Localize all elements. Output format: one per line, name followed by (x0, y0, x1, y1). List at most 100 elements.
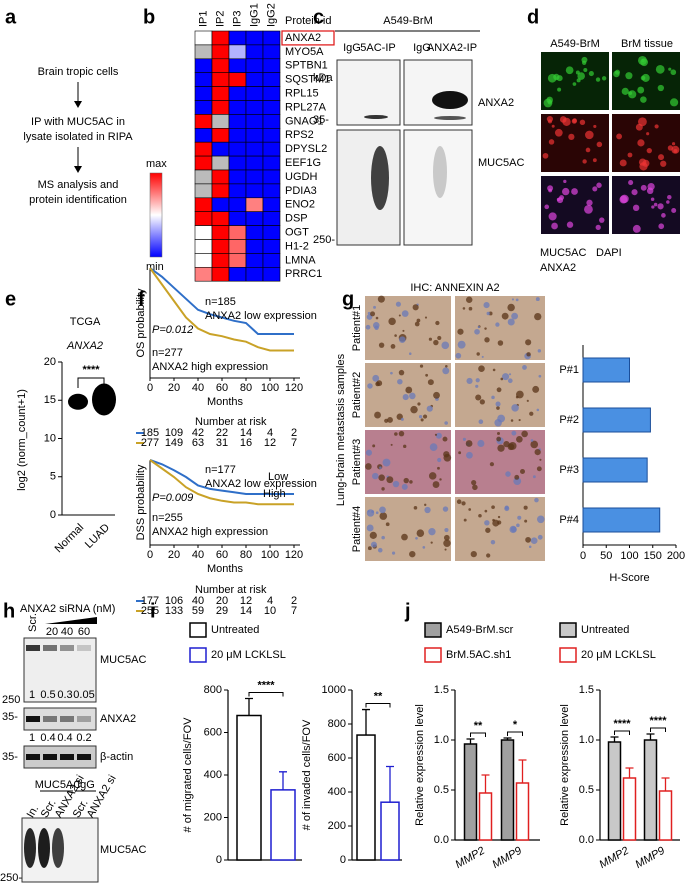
marker: 35- (2, 711, 18, 723)
heat-cell (228, 253, 247, 268)
y-axis-label: Relative expression level (559, 704, 571, 826)
ratio: 0.05 (73, 689, 94, 701)
ihc-spot (409, 392, 416, 400)
ihc-spot (413, 506, 418, 510)
heat-cell (194, 58, 213, 73)
panel-label: j (404, 600, 411, 622)
ihc-spot (405, 386, 413, 394)
y-tick-label: P#3 (559, 464, 579, 476)
risk-number: 133 (165, 605, 183, 617)
ihc-spot (472, 484, 478, 491)
ihc-spot (497, 444, 505, 452)
ihc-spot (495, 401, 501, 407)
risk-number: 2 (291, 427, 297, 439)
ihc-spot (515, 298, 519, 302)
heat-cell (194, 169, 213, 185)
ihc-spot (507, 378, 513, 384)
y-tick-label: P#2 (559, 414, 579, 426)
x-tick-label: 100 (620, 550, 638, 562)
ihc-spot (496, 387, 502, 393)
ihc-spot (367, 383, 373, 389)
ratio: 0.4 (40, 732, 55, 744)
heat-cell (245, 100, 264, 115)
ihc-spot (399, 336, 406, 343)
x-tick-label: 60 (216, 549, 228, 561)
ihc-spot (375, 511, 379, 515)
heat-cell (245, 72, 264, 87)
cell-spot (559, 116, 567, 123)
risk-number: 20 (216, 595, 228, 607)
error-bar (625, 767, 634, 778)
heat-cell (194, 225, 213, 240)
marker: 250- (0, 872, 22, 884)
ihc-spot (394, 334, 397, 337)
risk-number: 106 (165, 595, 183, 607)
ihc-spot (402, 329, 405, 332)
heat-cell (228, 128, 247, 143)
heat-cell (262, 225, 281, 240)
ihc-spot (492, 368, 496, 372)
ihc-spot (537, 534, 543, 540)
heat-cell (262, 58, 281, 73)
ihc-image (365, 497, 451, 561)
ihc-spot (457, 340, 466, 349)
risk-number: 42 (192, 427, 204, 439)
ihc-spot (416, 318, 421, 323)
ihc-spot (495, 322, 500, 327)
ihc-spot (497, 340, 504, 346)
heat-cell (228, 72, 247, 87)
band (60, 754, 74, 760)
panel-label: c (313, 6, 324, 28)
ihc-spot (530, 439, 534, 442)
cell-spot (638, 158, 647, 166)
y-tick-label: 200 (204, 811, 222, 823)
column-label: IgG2 (265, 3, 277, 27)
ihc-spot (390, 371, 393, 375)
heat-cell (228, 197, 247, 213)
cell-spot (583, 68, 588, 73)
violin (92, 383, 116, 416)
heat-cell (262, 72, 281, 87)
ihc-spot (536, 408, 540, 412)
risk-number: 7 (291, 605, 297, 617)
bar (582, 407, 651, 433)
sig-bracket (365, 703, 391, 708)
y-tick-label: 1.5 (434, 684, 449, 696)
band (77, 716, 91, 722)
heat-cell (262, 266, 281, 282)
ihc-spot (511, 404, 519, 412)
cell-spot (551, 222, 558, 230)
cell-spot (632, 204, 640, 212)
cell-spot (653, 202, 658, 207)
ihc-spot (428, 472, 437, 480)
risk-number: 185 (141, 427, 159, 439)
ihc-spot (408, 352, 412, 355)
ratio: 0.3 (57, 689, 72, 701)
cell-spot (547, 119, 553, 124)
y-tick-label: 800 (204, 684, 222, 696)
heat-cell (194, 114, 213, 129)
ihc-spot (484, 337, 490, 343)
cell-spot (637, 86, 645, 94)
blot-label: ANXA2 (100, 713, 136, 725)
ihc-spot (466, 451, 473, 459)
ihc-spot (435, 320, 440, 326)
ihc-spot (370, 311, 376, 317)
panel-label: d (527, 6, 539, 28)
bar (515, 782, 530, 841)
ihc-spot (427, 379, 434, 386)
heat-cell (211, 239, 230, 254)
column-label: IgG1 (248, 3, 260, 27)
risk-number: 31 (216, 437, 228, 449)
blot (403, 59, 473, 126)
cell-spot (628, 179, 634, 186)
y-tick-label: 0 (216, 854, 222, 866)
heat-cell (194, 239, 213, 254)
cell-spot (571, 188, 578, 195)
ihc-spot (466, 377, 473, 385)
ihc-spot (529, 411, 534, 416)
protein-label: DSP (285, 213, 308, 225)
violin (68, 393, 88, 410)
legend-text: BrM.5AC.sh1 (446, 649, 511, 661)
heat-cell (211, 128, 230, 143)
